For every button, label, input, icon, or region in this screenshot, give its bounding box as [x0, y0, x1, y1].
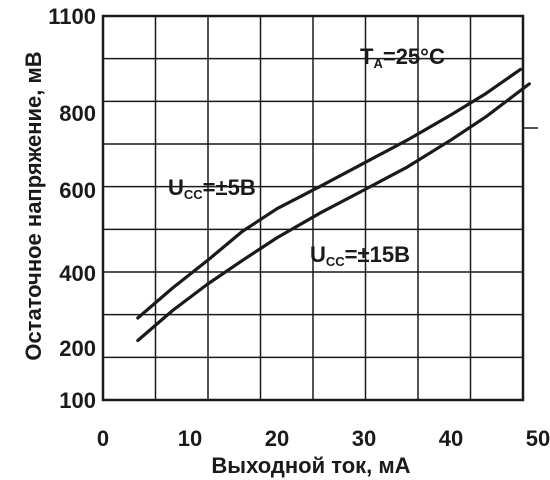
series-label-2: UCC=±15В — [310, 242, 410, 269]
y-tick-label: 1100 — [48, 4, 96, 29]
x-tick-label: 0 — [97, 426, 109, 451]
y-tick-label: 800 — [59, 101, 96, 126]
y-tick-label: 100 — [59, 388, 96, 413]
x-tick-label: 20 — [265, 426, 289, 451]
x-axis-label: Выходной ток, мА — [211, 453, 410, 478]
series-line-1 — [136, 67, 523, 320]
y-tick-label: 600 — [59, 178, 96, 203]
y-tick-label: 200 — [59, 336, 96, 361]
y-axis-label: Остаточное напряжение, мВ — [21, 51, 46, 360]
plot-frame — [101, 14, 525, 402]
x-tick-label: 10 — [178, 426, 202, 451]
annotation-temperature: TA=25°C — [360, 44, 445, 71]
x-tick-label: 30 — [352, 426, 376, 451]
x-tick-label: 40 — [439, 426, 463, 451]
series-label-1: UCC=±5В — [168, 175, 256, 202]
series-line-2 — [136, 82, 531, 343]
x-tick-label: 50 — [526, 426, 550, 451]
y-tick-label: 400 — [59, 261, 96, 286]
